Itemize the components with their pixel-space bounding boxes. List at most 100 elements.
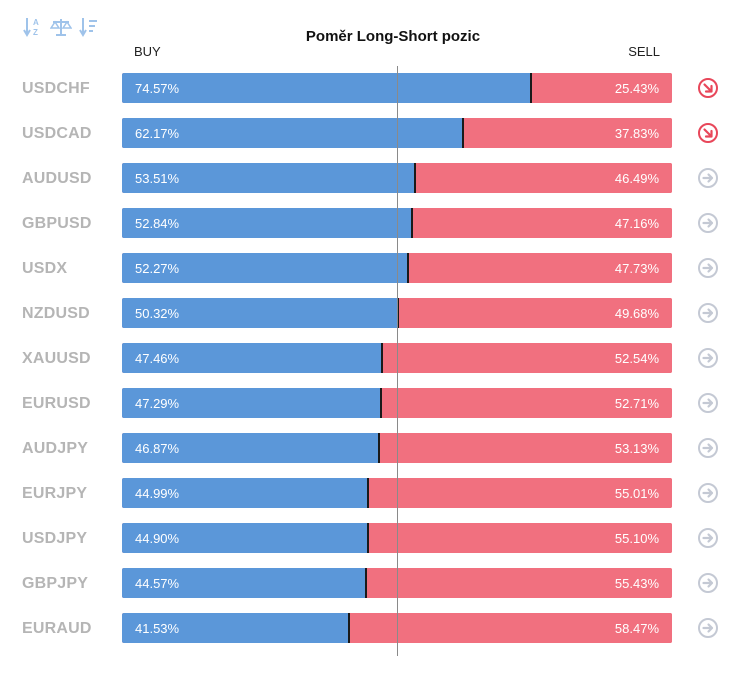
ratio-row: AUDUSD 53.51% 46.49% [0, 158, 746, 203]
ratio-row: GBPJPY 44.57% 55.43% [0, 563, 746, 608]
sell-bar-segment [532, 73, 672, 103]
buy-bar-segment [122, 253, 409, 283]
buy-bar-segment [122, 118, 464, 148]
ratio-row: USDX 52.27% 47.73% [0, 248, 746, 293]
buy-bar-segment [122, 568, 367, 598]
buy-percent-label: 53.51% [135, 171, 180, 186]
buy-percent-label: 47.46% [135, 351, 180, 366]
buy-column-label: BUY [134, 44, 161, 59]
ratio-row: USDCAD 62.17% 37.83% [0, 113, 746, 158]
symbol-label[interactable]: EURAUD [22, 620, 92, 637]
chart-title: Poměr Long-Short pozic [305, 28, 481, 45]
symbol-label[interactable]: USDJPY [22, 530, 88, 547]
sell-bar-segment [369, 523, 672, 553]
sell-percent-label: 47.16% [614, 216, 659, 231]
symbol-label[interactable]: USDX [22, 260, 68, 277]
buy-percent-label: 46.87% [135, 441, 180, 456]
ratio-row: GBPUSD 52.84% 47.16% [0, 203, 746, 248]
sell-bar-segment [380, 433, 672, 463]
sell-bar-segment [416, 163, 672, 193]
sell-percent-label: 52.71% [614, 396, 659, 411]
buy-bar-segment [122, 298, 399, 328]
sell-percent-label: 58.47% [614, 621, 659, 636]
svg-text:A: A [33, 18, 39, 27]
buy-bar-segment [122, 163, 416, 193]
buy-percent-label: 44.99% [135, 486, 180, 501]
symbol-label[interactable]: EURJPY [22, 485, 88, 502]
sell-percent-label: 55.43% [614, 576, 659, 591]
symbol-label[interactable]: EURUSD [22, 395, 91, 412]
buy-bar-segment [122, 343, 383, 373]
ratio-row: USDCHF 74.57% 25.43% [0, 68, 746, 113]
buy-percent-label: 44.90% [135, 531, 180, 546]
arrow-right-icon[interactable] [697, 617, 719, 639]
arrow-right-icon[interactable] [697, 347, 719, 369]
sell-percent-label: 55.01% [614, 486, 659, 501]
buy-percent-label: 62.17% [135, 126, 180, 141]
arrow-right-icon[interactable] [697, 167, 719, 189]
symbol-label[interactable]: USDCAD [22, 125, 92, 142]
buy-percent-label: 50.32% [135, 306, 180, 321]
ratio-bar: 44.57% 55.43% [122, 568, 672, 598]
sort-list-icon[interactable] [78, 14, 100, 40]
arrow-right-icon[interactable] [697, 392, 719, 414]
sell-bar-segment [350, 613, 672, 643]
symbol-label[interactable]: GBPJPY [22, 575, 89, 592]
sell-bar-segment [413, 208, 672, 238]
balance-scale-icon[interactable] [50, 14, 72, 40]
buy-bar-segment [122, 523, 369, 553]
sell-bar-segment [409, 253, 672, 283]
ratio-row: NZDUSD 50.32% 49.68% [0, 293, 746, 338]
sell-bar-segment [369, 478, 672, 508]
toolbar: A Z [22, 14, 100, 42]
buy-percent-label: 52.27% [135, 261, 180, 276]
sell-bar-segment [383, 343, 672, 373]
center-line [397, 66, 398, 656]
sell-bar-segment [399, 298, 672, 328]
ratio-row: EURJPY 44.99% 55.01% [0, 473, 746, 518]
sell-bar-segment [464, 118, 672, 148]
symbol-label[interactable]: NZDUSD [22, 305, 90, 322]
buy-percent-label: 47.29% [135, 396, 180, 411]
ratio-row: XAUUSD 47.46% 52.54% [0, 338, 746, 383]
buy-bar-segment [122, 433, 380, 463]
symbol-label[interactable]: AUDUSD [22, 170, 92, 187]
buy-percent-label: 41.53% [135, 621, 180, 636]
symbol-label[interactable]: XAUUSD [22, 350, 91, 367]
arrow-right-icon[interactable] [697, 437, 719, 459]
buy-bar-segment [122, 613, 350, 643]
svg-text:Z: Z [33, 28, 38, 37]
sell-column-label: SELL [628, 44, 660, 59]
buy-bar-segment [122, 208, 413, 238]
sell-percent-label: 49.68% [614, 306, 659, 321]
symbol-label[interactable]: USDCHF [22, 80, 90, 97]
arrow-right-icon[interactable] [697, 572, 719, 594]
sell-percent-label: 55.10% [614, 531, 659, 546]
arrow-right-icon[interactable] [697, 212, 719, 234]
buy-percent-label: 52.84% [135, 216, 180, 231]
buy-bar-segment [122, 73, 532, 103]
sell-percent-label: 46.49% [614, 171, 659, 186]
arrow-down-right-icon[interactable] [697, 77, 719, 99]
arrow-right-icon[interactable] [697, 527, 719, 549]
ratio-bar: 47.29% 52.71% [122, 388, 672, 418]
arrow-right-icon[interactable] [697, 482, 719, 504]
arrow-right-icon[interactable] [697, 257, 719, 279]
sort-az-icon[interactable]: A Z [22, 14, 44, 40]
buy-percent-label: 74.57% [135, 81, 180, 96]
buy-percent-label: 44.57% [135, 576, 180, 591]
sell-percent-label: 53.13% [614, 441, 659, 456]
sell-bar-segment [367, 568, 672, 598]
arrow-down-right-icon[interactable] [697, 122, 719, 144]
sell-percent-label: 37.83% [614, 126, 659, 141]
ratio-row: USDJPY 44.90% 55.10% [0, 518, 746, 563]
arrow-right-icon[interactable] [697, 302, 719, 324]
sell-bar-segment [382, 388, 672, 418]
ratio-row: AUDJPY 46.87% 53.13% [0, 428, 746, 473]
buy-bar-segment [122, 478, 369, 508]
buy-bar-segment [122, 388, 382, 418]
ratio-bar: 53.51% 46.49% [122, 163, 672, 193]
sell-percent-label: 25.43% [614, 81, 659, 96]
symbol-label[interactable]: AUDJPY [22, 440, 89, 457]
symbol-label[interactable]: GBPUSD [22, 215, 92, 232]
